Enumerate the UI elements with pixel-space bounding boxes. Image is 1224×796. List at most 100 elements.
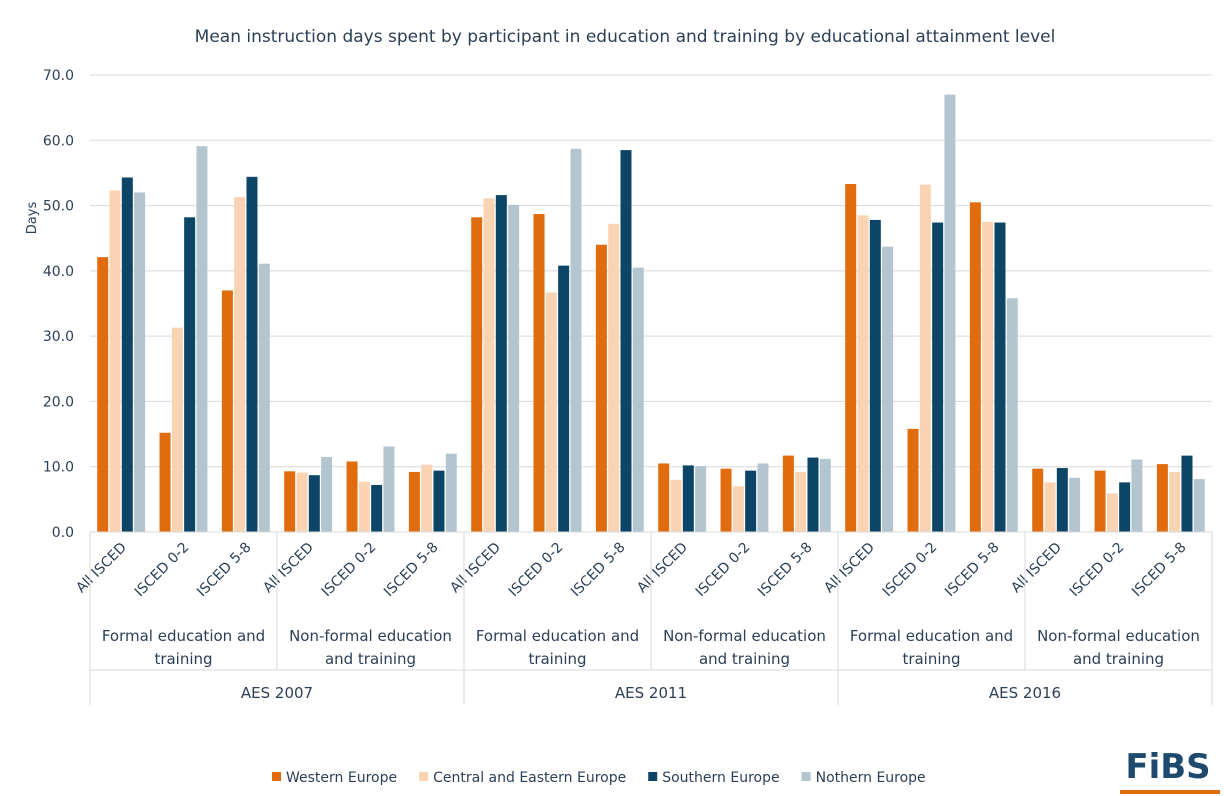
bar (570, 148, 582, 532)
x-tick-label: ISCED 0-2 (506, 540, 567, 601)
bar (246, 176, 258, 533)
bar (595, 244, 607, 532)
bar (994, 222, 1006, 532)
bar (1193, 479, 1205, 532)
bar (969, 202, 981, 533)
bar (445, 453, 457, 532)
y-tick-label: 50.0 (43, 199, 74, 215)
bar (1056, 468, 1068, 532)
x-tick-label: ISCED 5-8 (942, 540, 1003, 601)
bar (1169, 471, 1181, 532)
bar (433, 470, 445, 532)
y-tick-label: 30.0 (43, 329, 74, 345)
bar (134, 192, 146, 532)
bar (533, 214, 545, 532)
bar (695, 466, 707, 532)
bar (944, 94, 956, 532)
bar (1069, 477, 1081, 532)
bar (296, 472, 308, 532)
bar (1156, 464, 1168, 532)
x-tick-label: ISCED 0-2 (1067, 540, 1128, 601)
bar (346, 461, 358, 532)
x-tick-label: ISCED 5-8 (1129, 540, 1190, 601)
bar (97, 257, 109, 532)
legend-swatch (648, 772, 658, 781)
bar (308, 475, 320, 532)
x-tick-label: All ISCED (821, 540, 878, 597)
bar (545, 292, 557, 532)
y-tick-label: 10.0 (43, 460, 74, 476)
x-tick-label: All ISCED (447, 540, 504, 597)
bar (258, 263, 270, 532)
bar (1181, 455, 1193, 532)
x-tick-label: All ISCED (260, 540, 317, 597)
subgroup-label: Formal education and training (475, 627, 640, 668)
x-tick-label: ISCED 0-2 (132, 540, 193, 601)
bar (869, 219, 881, 533)
bar (495, 195, 507, 532)
bar (982, 221, 994, 532)
bar (1006, 298, 1018, 532)
bar (620, 150, 632, 533)
bar (608, 223, 620, 532)
bar (196, 146, 208, 532)
bar (508, 204, 520, 532)
group-label: AES 2007 (240, 684, 314, 702)
bar (932, 222, 944, 532)
bar (221, 290, 233, 532)
bar (1094, 470, 1106, 532)
bar (1131, 459, 1143, 532)
bar (121, 177, 133, 532)
legend-swatch (419, 772, 429, 781)
subgroup-label: Non-formal education and training (1037, 627, 1200, 668)
legend-label: Nothern Europe (816, 770, 926, 786)
bar (882, 246, 894, 533)
bar (471, 217, 483, 532)
bar (782, 455, 794, 532)
logo: FiBS (1125, 747, 1210, 787)
bar (1119, 482, 1131, 532)
bar (857, 215, 869, 532)
y-tick-label: 0.0 (52, 525, 74, 541)
bar (483, 198, 495, 532)
bar (109, 190, 121, 532)
bar (358, 481, 370, 532)
legend-swatch (272, 772, 281, 781)
bar (558, 265, 570, 532)
bar (745, 470, 757, 532)
bar (807, 457, 819, 532)
bar (919, 184, 931, 532)
bar (383, 446, 395, 532)
subgroup-label: Non-formal education and training (663, 627, 826, 668)
legend-label: Southern Europe (662, 770, 779, 786)
bar (658, 463, 670, 532)
bar (670, 479, 682, 532)
group-label: AES 2016 (988, 684, 1062, 702)
bar (284, 471, 296, 532)
x-tick-label: All ISCED (634, 540, 691, 597)
bar (907, 428, 919, 532)
bar (819, 458, 831, 532)
x-tick-label: ISCED 5-8 (755, 540, 816, 601)
bar (732, 486, 744, 532)
bar (1032, 468, 1044, 532)
bar (184, 217, 196, 532)
chart-title: Mean instruction days spent by participa… (195, 27, 1056, 47)
x-tick-label: ISCED 5-8 (194, 540, 255, 601)
bar (795, 471, 807, 532)
x-tick-label: ISCED 5-8 (381, 540, 442, 601)
subgroup-label: Formal education and training (101, 627, 266, 668)
bar (1106, 493, 1118, 532)
legend-label: Central and Eastern Europe (433, 770, 626, 786)
bar (757, 463, 769, 532)
y-tick-label: 20.0 (43, 394, 74, 410)
bar (682, 465, 694, 532)
bar (720, 468, 732, 532)
y-tick-label: 60.0 (43, 133, 74, 149)
bar (171, 327, 183, 532)
bar (159, 432, 171, 532)
x-tick-label: All ISCED (1008, 540, 1065, 597)
x-tick-label: All ISCED (73, 540, 130, 597)
